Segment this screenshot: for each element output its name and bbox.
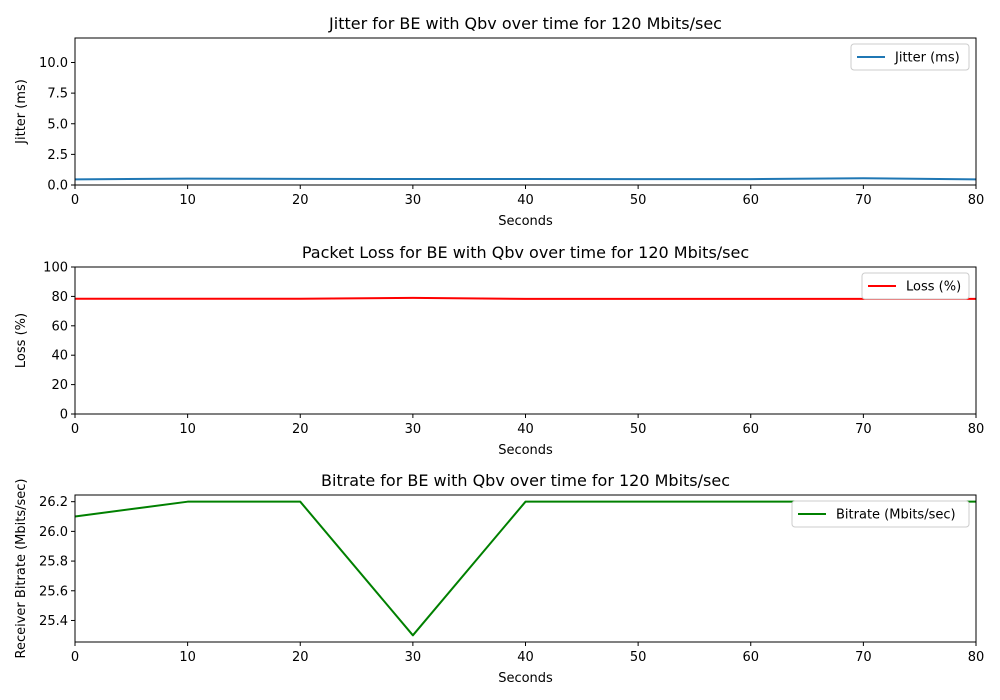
x-tick-label: 20 (292, 650, 309, 665)
y-tick-label: 0.0 (47, 179, 68, 194)
legend: Bitrate (Mbits/sec) (791, 500, 970, 528)
x-tick-label: 20 (292, 422, 309, 437)
x-tick-label: 30 (405, 650, 422, 665)
y-axis-label: Receiver Bitrate (Mbits/sec) (14, 479, 29, 659)
x-tick-label: 30 (405, 193, 422, 208)
x-tick-label: 60 (742, 193, 759, 208)
x-tick-label: 50 (630, 193, 647, 208)
x-tick-label: 60 (742, 422, 759, 437)
x-tick-label: 50 (630, 422, 647, 437)
legend-label: Jitter (ms) (894, 51, 960, 66)
x-tick-label: 70 (855, 422, 872, 437)
y-tick-label: 25.6 (39, 584, 68, 599)
y-tick-label: 25.8 (39, 555, 68, 570)
x-tick-label: 60 (742, 650, 759, 665)
y-tick-label: 0 (60, 408, 68, 423)
chart-title: Jitter for BE with Qbv over time for 120… (328, 14, 722, 33)
x-tick-label: 40 (517, 422, 534, 437)
y-tick-label: 60 (51, 319, 68, 334)
x-tick-label: 70 (855, 650, 872, 665)
x-axis-label: Seconds (498, 443, 553, 458)
legend: Jitter (ms) (850, 43, 970, 71)
x-tick-label: 80 (968, 650, 985, 665)
chart-panel-2: Packet Loss for BE with Qbv over time fo… (14, 243, 984, 458)
x-tick-label: 50 (630, 650, 647, 665)
y-tick-label: 25.4 (39, 614, 68, 629)
series-line-loss (75, 296, 976, 300)
x-tick-label: 40 (517, 650, 534, 665)
legend-label: Loss (%) (906, 280, 961, 295)
chart-panel-1: Jitter for BE with Qbv over time for 120… (14, 14, 984, 229)
series-line-jitter-ms (74, 177, 977, 181)
y-tick-label: 2.5 (47, 148, 68, 163)
x-tick-label: 80 (968, 422, 985, 437)
x-tick-label: 20 (292, 193, 309, 208)
y-axis-label: Jitter (ms) (14, 79, 29, 145)
x-tick-label: 0 (71, 650, 79, 665)
chart-panel-3: Bitrate for BE with Qbv over time for 12… (14, 471, 984, 686)
y-axis-label: Loss (%) (14, 313, 29, 368)
legend: Loss (%) (861, 272, 970, 300)
plot-area-frame (74, 266, 977, 415)
y-tick-label: 26.0 (39, 525, 68, 540)
x-tick-label: 10 (179, 422, 196, 437)
y-tick-label: 10.0 (39, 56, 68, 71)
y-tick-label: 40 (51, 349, 68, 364)
y-tick-label: 80 (51, 290, 68, 305)
legend-box (850, 43, 970, 71)
chart-title: Bitrate for BE with Qbv over time for 12… (321, 471, 730, 490)
x-tick-label: 80 (968, 193, 985, 208)
y-tick-label: 100 (43, 261, 68, 276)
x-axis-label: Seconds (498, 214, 553, 229)
x-tick-label: 10 (179, 650, 196, 665)
y-tick-label: 20 (51, 378, 68, 393)
x-tick-label: 70 (855, 193, 872, 208)
legend-box (791, 500, 970, 528)
legend-box (861, 272, 970, 300)
y-tick-label: 5.0 (47, 117, 68, 132)
plot-area-frame (74, 37, 977, 186)
y-tick-label: 26.2 (39, 495, 68, 510)
chart-title: Packet Loss for BE with Qbv over time fo… (302, 243, 749, 262)
x-tick-label: 40 (517, 193, 534, 208)
x-tick-label: 30 (405, 422, 422, 437)
x-axis-label: Seconds (498, 671, 553, 686)
x-tick-label: 0 (71, 422, 79, 437)
y-tick-label: 7.5 (47, 87, 68, 102)
x-tick-label: 0 (71, 193, 79, 208)
legend-label: Bitrate (Mbits/sec) (836, 508, 956, 523)
x-tick-label: 10 (179, 193, 196, 208)
